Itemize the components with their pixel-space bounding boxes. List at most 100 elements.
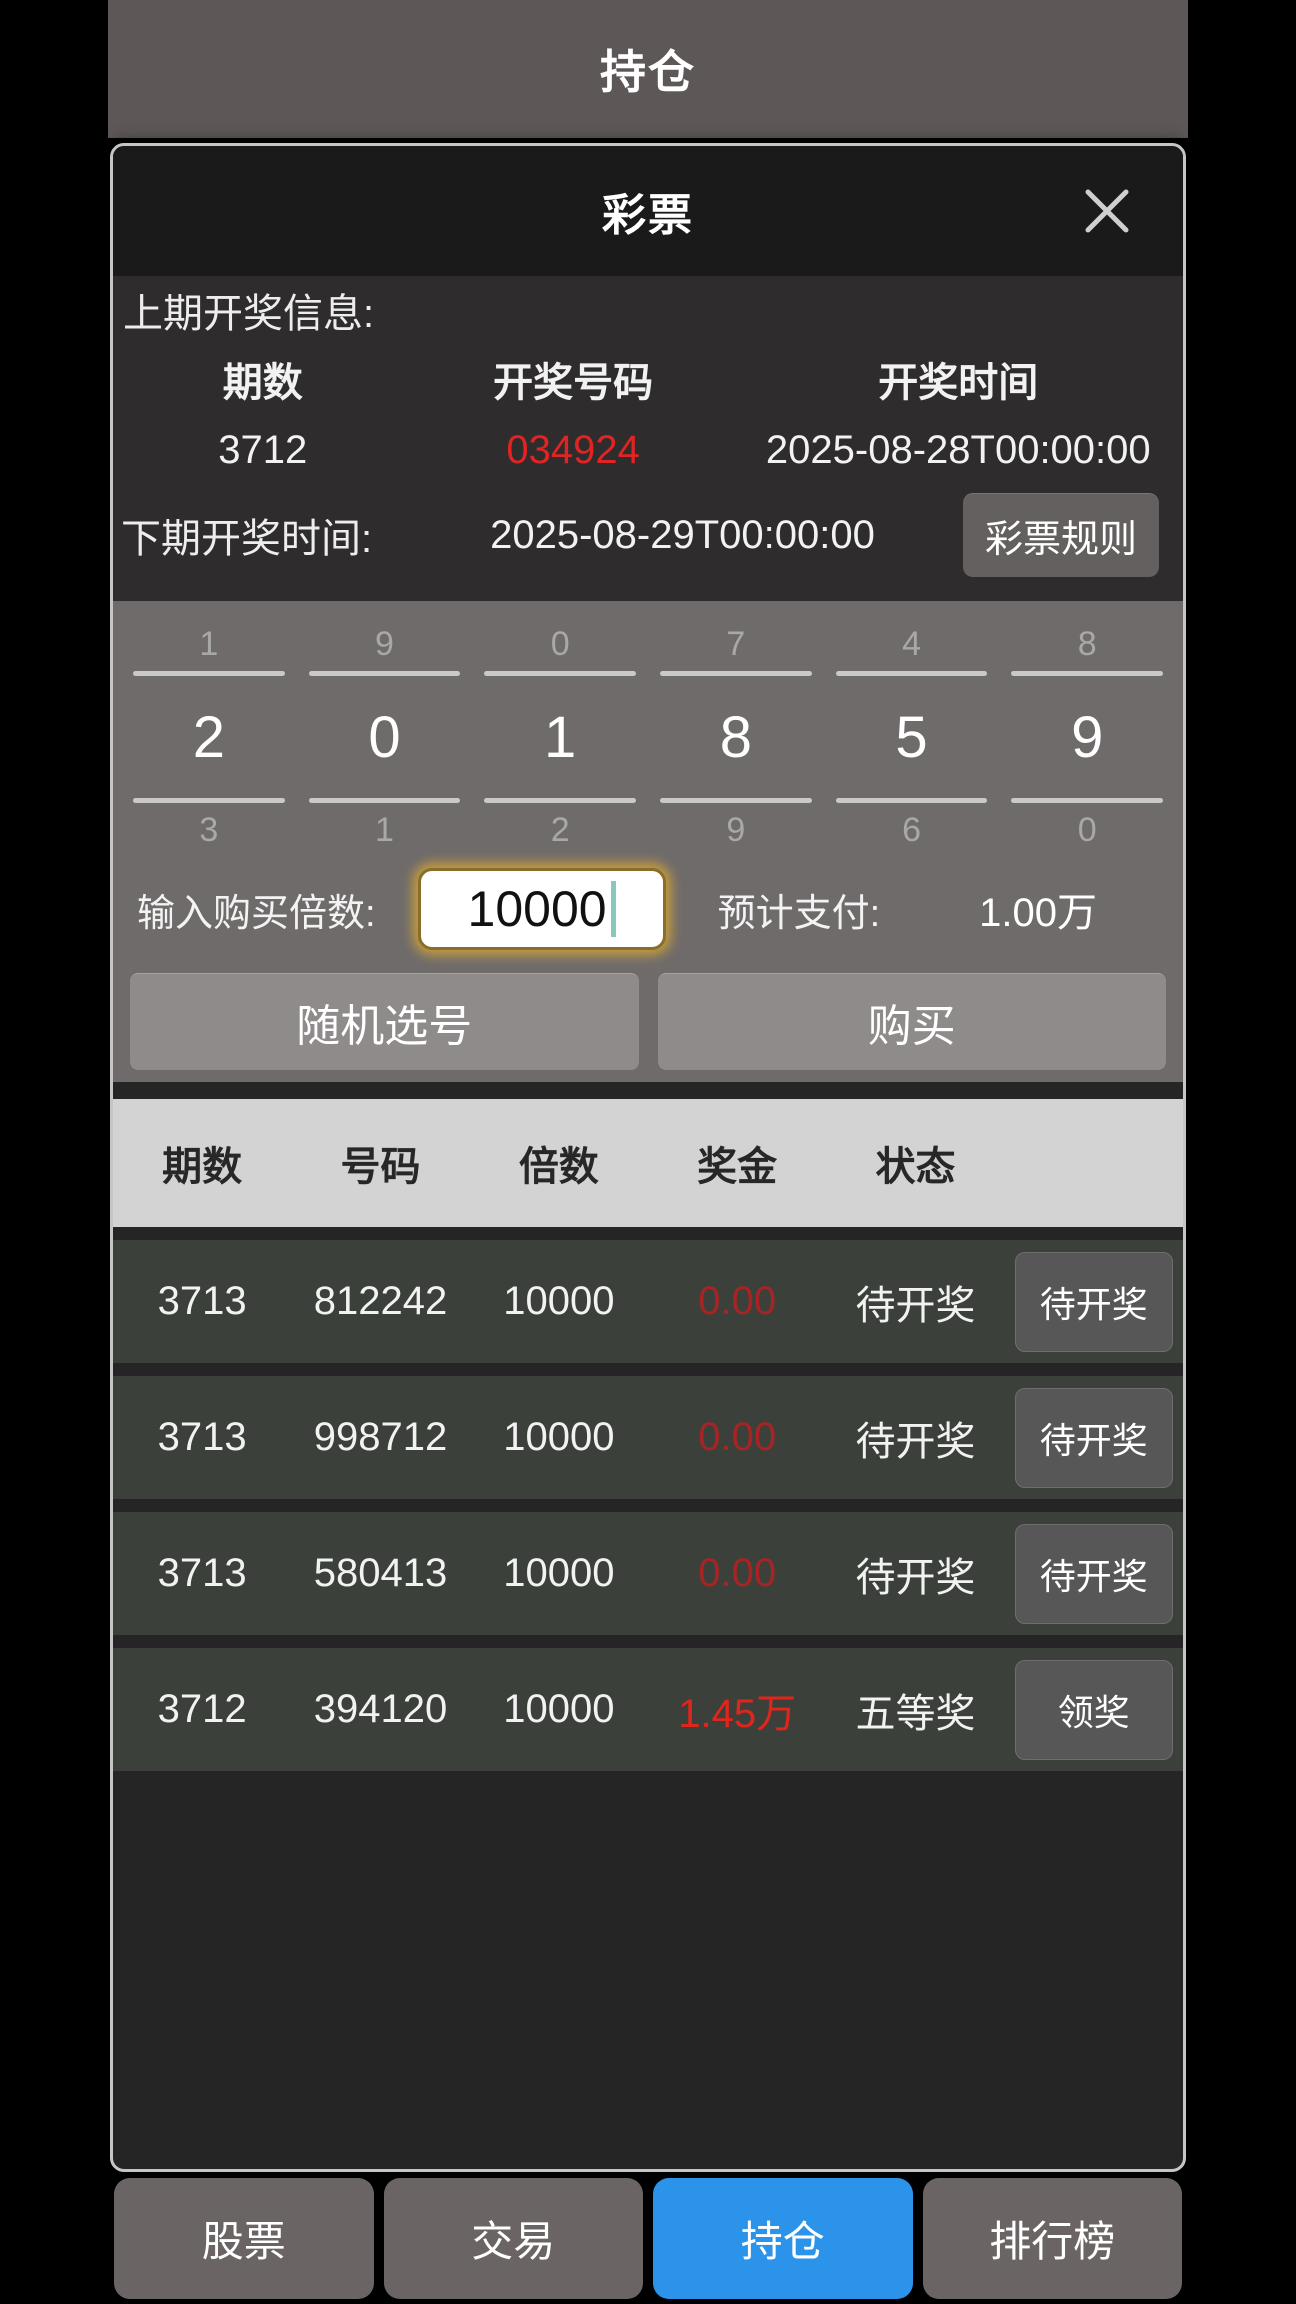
wheel-separator	[660, 798, 812, 803]
orders-table: 期数 号码 倍数 奖金 状态 3713 812242 10000 0.00 待开…	[113, 1099, 1183, 1771]
wheel-digit-selected: 1	[544, 704, 577, 770]
digit-wheel-6[interactable]: 8 9 0	[999, 617, 1175, 857]
multiplier-input[interactable]: 10000	[417, 868, 666, 950]
cell-multiplier: 10000	[503, 1415, 615, 1459]
tab-trade[interactable]: 交易	[383, 2178, 643, 2299]
multiplier-value: 10000	[467, 881, 607, 937]
wheel-digit-above: 0	[550, 624, 570, 663]
cell-period: 3713	[157, 1415, 247, 1459]
tab-leaderboard[interactable]: 排行榜	[922, 2178, 1182, 2299]
cell-multiplier: 10000	[503, 1279, 615, 1323]
col-number: 号码	[340, 1145, 421, 1189]
digit-wheel-2[interactable]: 9 0 1	[297, 617, 473, 857]
tab-positions[interactable]: 持仓	[653, 2178, 913, 2299]
orders-table-header: 期数 号码 倍数 奖金 状态	[113, 1099, 1183, 1227]
wheel-separator	[1011, 671, 1164, 676]
wheel-digit-selected: 9	[1071, 704, 1104, 770]
cell-prize: 1.45万	[678, 1691, 797, 1736]
pending-draw-button[interactable]: 待开奖	[1014, 1523, 1173, 1624]
table-row: 3713 580413 10000 0.00 待开奖 待开奖	[113, 1512, 1183, 1635]
col-multiplier: 倍数	[518, 1145, 599, 1189]
last-draw-values: 3712 034924 2025-08-28T00:00:00	[113, 428, 1183, 473]
header-draw-number: 开奖号码	[493, 361, 654, 405]
multiplier-row: 输入购买倍数: 10000 预计支付: 1.00万	[113, 865, 1183, 953]
bottom-tab-bar: 股票 交易 持仓 排行榜	[108, 2172, 1188, 2304]
cell-prize: 0.00	[698, 1279, 777, 1323]
top-bar: 持仓	[108, 0, 1188, 138]
next-draw-label: 下期开奖时间:	[121, 517, 373, 561]
digit-wheel-4[interactable]: 7 8 9	[648, 617, 824, 857]
next-draw-time: 2025-08-29T00:00:00	[490, 512, 875, 557]
cell-number: 580413	[313, 1551, 448, 1595]
text-caret	[610, 881, 616, 937]
wheel-digit-above: 1	[199, 624, 219, 663]
col-prize: 奖金	[697, 1145, 778, 1189]
page-title: 持仓	[600, 46, 696, 98]
wheel-digit-selected: 0	[368, 704, 401, 770]
wheel-digit-above: 7	[726, 624, 746, 663]
wheel-digit-above: 9	[375, 624, 394, 663]
header-period: 期数	[222, 361, 303, 405]
wheel-separator	[133, 798, 285, 803]
wheel-digit-selected: 8	[719, 704, 752, 770]
claim-prize-button[interactable]: 领奖	[1014, 1659, 1173, 1760]
last-draw-headers: 期数 开奖号码 开奖时间	[113, 350, 1183, 408]
wheel-separator	[1011, 798, 1164, 803]
wheel-digit-below: 6	[902, 810, 921, 849]
tab-stocks[interactable]: 股票	[114, 2178, 374, 2299]
cell-period: 3713	[157, 1551, 247, 1595]
cell-multiplier: 10000	[503, 1687, 615, 1731]
last-draw-time: 2025-08-28T00:00:00	[765, 428, 1151, 472]
buy-button[interactable]: 购买	[657, 973, 1166, 1070]
next-draw-row: 下期开奖时间: 2025-08-29T00:00:00 彩票规则	[113, 493, 1183, 577]
cell-number: 394120	[313, 1687, 448, 1731]
cell-prize: 0.00	[698, 1415, 777, 1459]
action-buttons-row: 随机选号 购买	[113, 973, 1183, 1070]
wheel-digit-below: 0	[1077, 810, 1097, 849]
cell-multiplier: 10000	[503, 1551, 615, 1595]
wheel-separator	[660, 671, 812, 676]
cell-period: 3712	[157, 1687, 247, 1731]
cell-status: 待开奖	[855, 1419, 976, 1464]
pending-draw-button[interactable]: 待开奖	[1014, 1251, 1173, 1352]
col-status: 状态	[875, 1145, 956, 1189]
digit-wheels: 1 2 3 9 0 1 0	[113, 617, 1183, 857]
lottery-rules-button[interactable]: 彩票规则	[962, 493, 1159, 577]
wheel-digit-above: 4	[902, 624, 921, 663]
header-draw-time: 开奖时间	[878, 361, 1039, 405]
last-draw-period: 3712	[218, 428, 308, 472]
wheel-digit-above: 8	[1077, 624, 1097, 663]
last-draw-number: 034924	[506, 428, 640, 472]
payment-value: 1.00万	[979, 891, 1097, 935]
close-icon[interactable]	[1079, 183, 1135, 239]
cell-status: 待开奖	[855, 1555, 976, 1600]
pending-draw-button[interactable]: 待开奖	[1014, 1387, 1173, 1488]
digit-wheel-5[interactable]: 4 5 6	[824, 617, 1000, 857]
digit-wheel-3[interactable]: 0 1 2	[472, 617, 648, 857]
wheel-digit-selected: 5	[895, 704, 928, 770]
last-draw-section: 上期开奖信息: 期数 开奖号码 开奖时间 3712 034924 2025-08…	[113, 276, 1183, 601]
wheel-digit-below: 9	[726, 810, 746, 849]
digit-wheel-1[interactable]: 1 2 3	[121, 617, 297, 857]
random-pick-button[interactable]: 随机选号	[130, 973, 639, 1070]
lottery-modal-title: 彩票	[602, 191, 694, 240]
wheel-separator	[484, 798, 637, 803]
col-period: 期数	[162, 1145, 243, 1189]
table-row: 3713 998712 10000 0.00 待开奖 待开奖	[113, 1376, 1183, 1499]
wheel-separator	[308, 798, 461, 803]
wheel-separator	[308, 671, 461, 676]
payment-label: 预计支付:	[717, 892, 881, 935]
wheel-digit-selected: 2	[192, 704, 225, 770]
table-row: 3713 812242 10000 0.00 待开奖 待开奖	[113, 1240, 1183, 1363]
cell-prize: 0.00	[698, 1551, 777, 1595]
cell-number: 998712	[313, 1415, 448, 1459]
number-picker-panel: 1 2 3 9 0 1 0	[113, 601, 1183, 1082]
cell-status: 待开奖	[855, 1283, 976, 1328]
multiplier-label: 输入购买倍数:	[137, 892, 376, 935]
wheel-separator	[484, 671, 637, 676]
cell-number: 812242	[313, 1279, 448, 1323]
wheel-digit-below: 2	[550, 810, 570, 849]
lottery-modal: 彩票 上期开奖信息: 期数 开奖号码 开奖时间 3712 0 3 4 9 2	[110, 143, 1186, 2172]
wheel-digit-below: 1	[375, 810, 394, 849]
